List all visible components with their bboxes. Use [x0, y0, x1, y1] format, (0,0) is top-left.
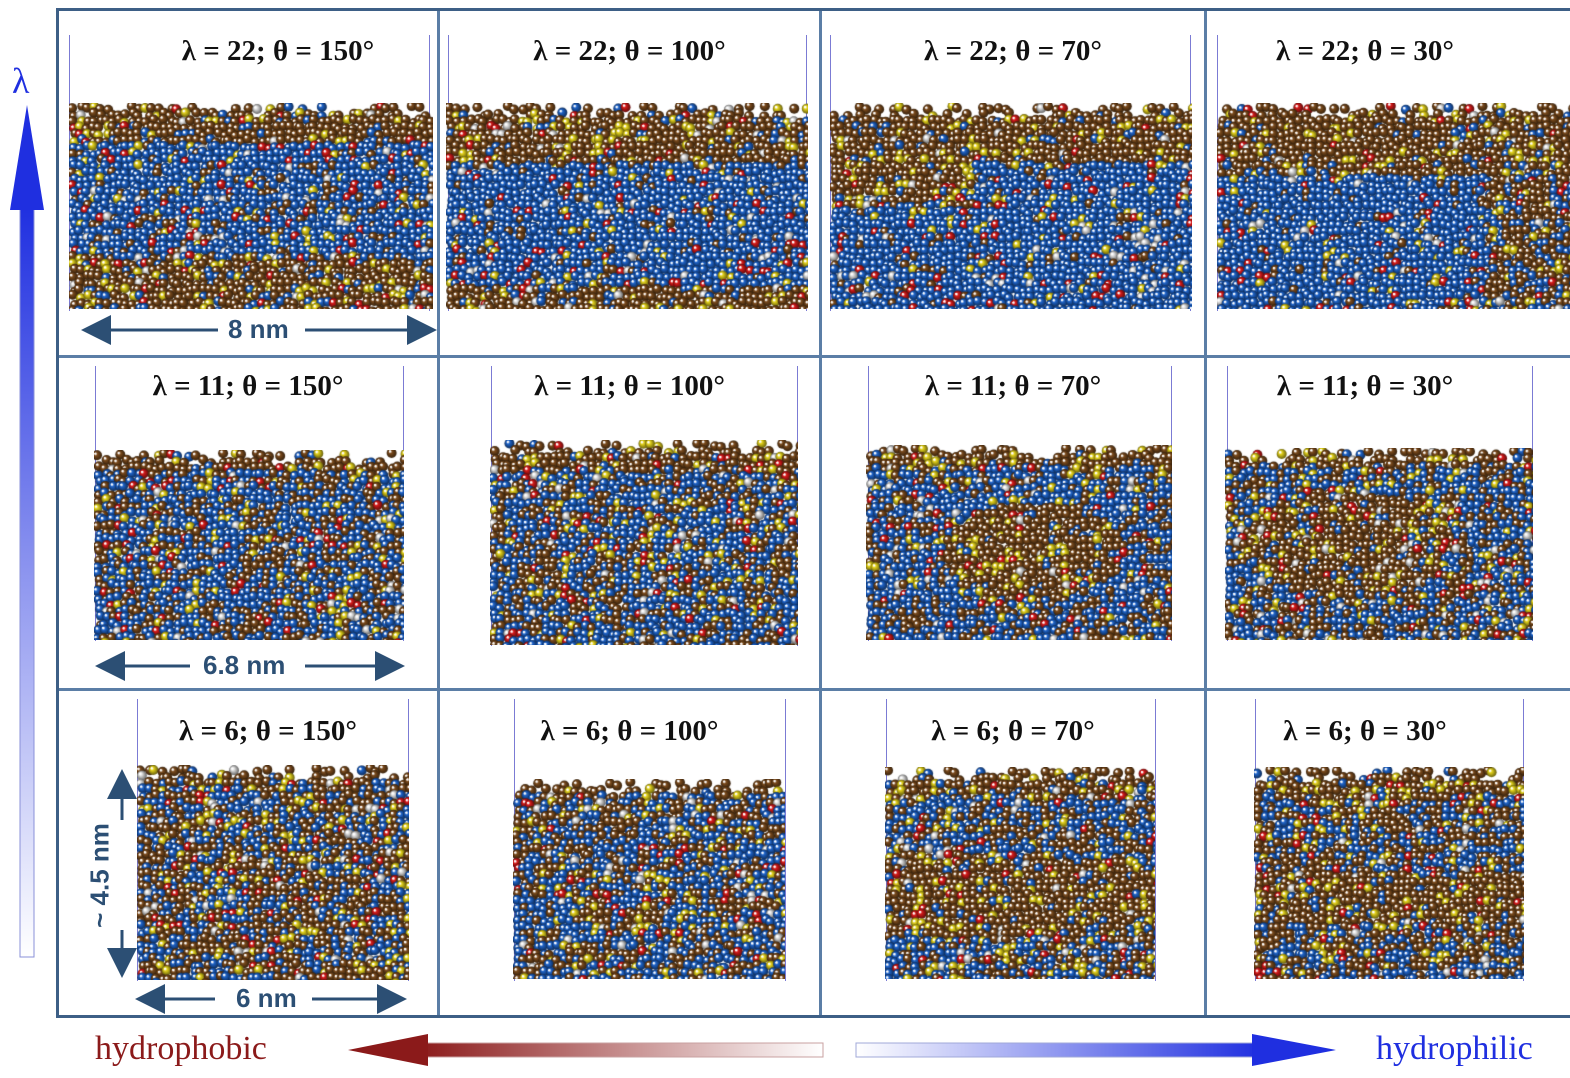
md-snapshot [137, 765, 409, 980]
cell-lambda11-theta70: λ = 11; θ = 70° [822, 358, 1204, 688]
hydrophilic-label: hydrophilic [1376, 1030, 1533, 1067]
cell-label: λ = 22; θ = 30° [1276, 35, 1454, 67]
cell-label: λ = 6; θ = 70° [931, 715, 1095, 747]
cell-label: λ = 6; θ = 100° [540, 715, 719, 747]
scale-label-6nm: 6 nm [236, 983, 297, 1013]
scale-label-6-8nm: 6.8 nm [203, 650, 286, 680]
md-snapshot [94, 450, 404, 640]
cell-lambda11-theta30: λ = 11; θ = 30° [1207, 358, 1570, 688]
hydrophobic-arrow [348, 1034, 824, 1066]
md-snapshot [446, 103, 808, 309]
cell-label: λ = 6; θ = 150° [179, 715, 357, 747]
md-snapshot [830, 103, 1192, 309]
scale-label-4-5nm: ~ 4.5 nm [84, 823, 115, 928]
scale-label-8nm: 8 nm [228, 314, 289, 344]
cell-label: λ = 6; θ = 30° [1283, 715, 1447, 747]
cell-label: λ = 11; θ = 70° [924, 370, 1102, 402]
box-wall [1155, 699, 1156, 981]
hydrophobic-label: hydrophobic [95, 1030, 267, 1067]
cell-lambda22-theta30: λ = 22; θ = 30° [1207, 11, 1570, 355]
cell-lambda11-theta150: λ = 11; θ = 150° [59, 358, 437, 688]
cell-label: λ = 22; θ = 100° [533, 35, 726, 67]
lambda-arrow [10, 105, 44, 958]
md-snapshot [866, 445, 1172, 640]
md-snapshot [490, 440, 798, 645]
cell-lambda22-theta70: λ = 22; θ = 70° [822, 11, 1204, 355]
cell-lambda6-theta30: λ = 6; θ = 30° [1207, 691, 1570, 1018]
hydrophilic-arrow [855, 1034, 1336, 1066]
md-snapshot [1225, 448, 1533, 640]
box-wall [785, 699, 786, 981]
lambda-axis-label: λ [12, 61, 30, 101]
cell-lambda6-theta150: λ = 6; θ = 150° [59, 691, 437, 1018]
cell-label: λ = 22; θ = 70° [924, 35, 1102, 67]
md-snapshot [1217, 103, 1570, 309]
cell-lambda6-theta100: λ = 6; θ = 100° [440, 691, 819, 1018]
grid-divider [59, 688, 1570, 691]
md-snapshot [885, 767, 1155, 979]
cell-lambda22-theta100: λ = 22; θ = 100° [440, 11, 819, 355]
cell-label: λ = 22; θ = 150° [181, 35, 375, 67]
cell-label: λ = 11; θ = 30° [1276, 370, 1454, 402]
cell-lambda22-theta150: λ = 22; θ = 150° [59, 11, 437, 355]
grid-divider [437, 11, 440, 1015]
cell-lambda6-theta70: λ = 6; θ = 70° [822, 691, 1204, 1018]
md-snapshot [69, 103, 433, 309]
grid-divider [819, 11, 822, 1015]
cell-label: λ = 11; θ = 100° [534, 370, 725, 402]
grid-divider [59, 355, 1570, 358]
cell-label: λ = 11; θ = 150° [152, 370, 344, 402]
md-snapshot [1254, 767, 1524, 979]
simulation-grid: λ = 22; θ = 150° λ = 22; θ = 100° λ = 22… [56, 8, 1570, 1018]
grid-divider [1204, 11, 1207, 1015]
md-snapshot [513, 779, 785, 979]
cell-lambda11-theta100: λ = 11; θ = 100° [440, 358, 819, 688]
